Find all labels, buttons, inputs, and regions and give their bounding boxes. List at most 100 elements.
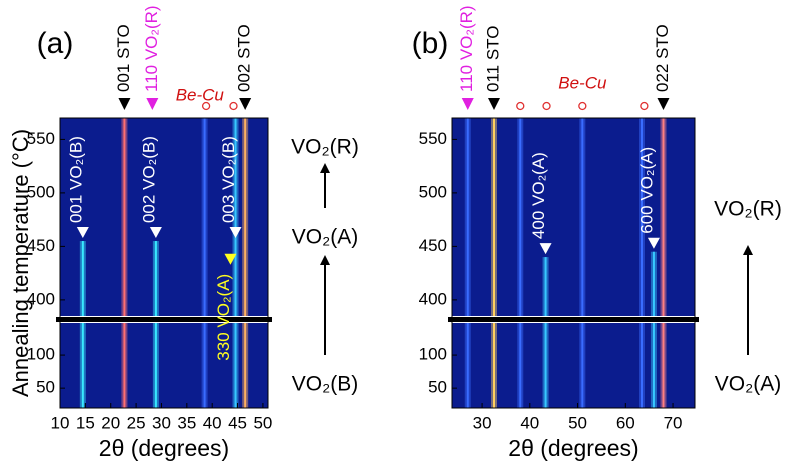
peak-label: 003 VO₂(B) bbox=[219, 136, 238, 223]
y-tick-label: 50 bbox=[428, 378, 447, 397]
diffraction-streak-core bbox=[234, 322, 237, 408]
diffraction-streak-core bbox=[203, 322, 206, 408]
diffraction-streak-core bbox=[81, 241, 84, 317]
marker-triangle bbox=[461, 98, 474, 110]
y-tick-label: 400 bbox=[27, 289, 55, 308]
diffraction-streak-core bbox=[544, 322, 547, 408]
x-tick-label: 50 bbox=[253, 413, 272, 432]
diffraction-streak-core bbox=[244, 322, 247, 408]
diffraction-streak-core bbox=[123, 322, 126, 408]
x-tick-label: 40 bbox=[203, 413, 222, 432]
y-tick-label: 550 bbox=[27, 129, 55, 148]
peak-label: 002 VO₂(B) bbox=[139, 136, 158, 223]
diffraction-streak-core bbox=[234, 118, 237, 317]
marker-triangle bbox=[146, 98, 159, 110]
diffraction-streak-core bbox=[123, 118, 126, 317]
peak-triangle bbox=[229, 227, 242, 239]
x-tick-label: 45 bbox=[228, 413, 247, 432]
becu-circle bbox=[229, 101, 238, 111]
becu-circle bbox=[640, 101, 649, 111]
y-tick-label: 100 bbox=[27, 345, 55, 364]
diffraction-streak-core bbox=[544, 257, 547, 317]
peak-label: 001 VO₂(B) bbox=[66, 136, 85, 223]
x-tick-label: 10 bbox=[51, 413, 70, 432]
plot-background bbox=[452, 118, 695, 408]
diffraction-streak-core bbox=[652, 322, 655, 408]
y-tick-label: 50 bbox=[36, 378, 55, 397]
marker-label: 002 STO bbox=[235, 24, 254, 92]
marker-label: 022 STO bbox=[653, 24, 672, 92]
y-tick-label: 100 bbox=[419, 345, 447, 364]
diffraction-streak-core bbox=[519, 322, 522, 408]
becu-circle bbox=[516, 101, 525, 111]
marker-label: 011 STO bbox=[483, 26, 502, 92]
x-tick-label: 30 bbox=[152, 413, 171, 432]
x-axis-label: 2θ (degrees) bbox=[99, 435, 229, 461]
diffraction-streak-core bbox=[493, 118, 496, 317]
peak-label: 330 VO₂(A) bbox=[214, 274, 233, 361]
y-tick-label: 500 bbox=[27, 182, 55, 201]
plot-frame bbox=[59, 117, 269, 409]
y-axis-label: Annealing temperature (°C) bbox=[8, 129, 33, 397]
becu-circle bbox=[578, 101, 587, 111]
diffraction-streak-core bbox=[154, 322, 157, 408]
diffraction-streak-core bbox=[203, 118, 206, 317]
x-tick-label: 50 bbox=[568, 413, 587, 432]
y-tick-label: 450 bbox=[419, 236, 447, 255]
phase-label: VO₂(R) bbox=[291, 136, 359, 159]
axis-break bbox=[448, 316, 699, 323]
phase-label: VO₂(A) bbox=[292, 226, 359, 249]
becu-label: Be-Cu bbox=[176, 85, 225, 104]
marker-triangle bbox=[657, 98, 670, 110]
plot-frame bbox=[451, 117, 696, 409]
panel-label: (a) bbox=[37, 27, 74, 60]
peak-triangle bbox=[539, 243, 552, 255]
x-tick-label: 70 bbox=[664, 413, 683, 432]
y-tick-label: 550 bbox=[419, 129, 447, 148]
marker-label: 001 STO bbox=[114, 24, 133, 92]
panel-label: (b) bbox=[412, 27, 449, 60]
becu-circle bbox=[201, 101, 211, 111]
diffraction-streak-core bbox=[519, 118, 522, 317]
phase-label: VO₂(R) bbox=[714, 198, 782, 221]
x-tick-label: 15 bbox=[76, 413, 95, 432]
y-tick-label: 450 bbox=[27, 236, 55, 255]
peak-triangle bbox=[224, 253, 237, 265]
diffraction-streak-core bbox=[466, 322, 469, 408]
diffraction-streak-core bbox=[244, 118, 247, 317]
plot-background bbox=[60, 118, 268, 408]
y-tick-label: 400 bbox=[419, 289, 447, 308]
marker-label: 110 VO₂(R) bbox=[142, 5, 161, 92]
peak-triangle bbox=[76, 227, 89, 239]
x-tick-label: 40 bbox=[520, 413, 539, 432]
x-tick-label: 35 bbox=[177, 413, 196, 432]
axis-break bbox=[56, 316, 272, 323]
marker-triangle bbox=[118, 98, 131, 110]
diffraction-streak-core bbox=[81, 322, 84, 408]
becu-label: Be-Cu bbox=[558, 73, 607, 92]
becu-circle bbox=[542, 101, 551, 111]
phase-label: VO₂(A) bbox=[715, 373, 782, 396]
diffraction-streak-core bbox=[581, 322, 584, 408]
diffraction-streak-core bbox=[662, 118, 665, 317]
x-axis-label: 2θ (degrees) bbox=[508, 435, 638, 461]
diffraction-streak-core bbox=[493, 322, 496, 408]
peak-label: 600 VO₂(A) bbox=[637, 147, 656, 234]
marker-triangle bbox=[239, 98, 252, 110]
diffraction-streak-core bbox=[641, 118, 644, 317]
marker-triangle bbox=[488, 98, 501, 110]
diffraction-streak-core bbox=[154, 241, 157, 317]
phase-label: VO₂(B) bbox=[292, 373, 359, 396]
peak-label: 400 VO₂(A) bbox=[529, 152, 548, 239]
marker-label: 110 VO₂(R) bbox=[457, 5, 476, 92]
diffraction-streak-core bbox=[581, 118, 584, 317]
peak-triangle bbox=[647, 237, 660, 249]
diffraction-streak-core bbox=[652, 251, 655, 317]
x-tick-label: 20 bbox=[101, 413, 120, 432]
peak-triangle bbox=[149, 227, 162, 239]
diffraction-streak-core bbox=[466, 118, 469, 317]
x-tick-label: 30 bbox=[473, 413, 492, 432]
y-tick-label: 500 bbox=[419, 182, 447, 201]
